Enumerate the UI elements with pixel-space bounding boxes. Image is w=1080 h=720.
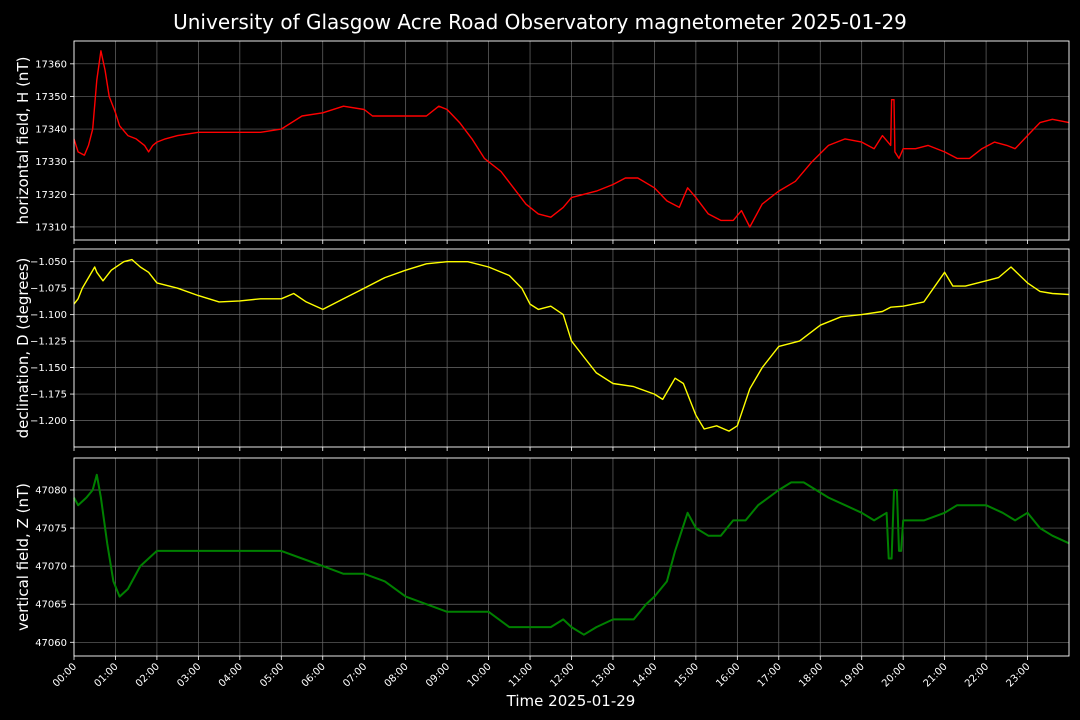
panel-2: −1.050 −1.075 −1.100 −1.125 −1.150 −1.175 −1.2… bbox=[14, 248, 1070, 451]
y-axis-label: declination, D (degrees) bbox=[14, 258, 32, 439]
y-tick-label: 47075 bbox=[35, 524, 67, 535]
panel-1: 17310 17320 17330 17340 17350 17360horizontal… bbox=[14, 40, 1070, 244]
y-axis-label: vertical field, Z (nT) bbox=[14, 483, 32, 631]
y-tick-label: −1.200 bbox=[30, 416, 67, 427]
y-tick-label: 47065 bbox=[35, 600, 67, 611]
y-tick-label: 17360 bbox=[35, 59, 67, 70]
y-tick-label: 17350 bbox=[35, 92, 67, 103]
y-axis-label: horizontal field, H (nT) bbox=[14, 57, 32, 225]
series-line bbox=[73, 50, 1070, 228]
y-tick-label: −1.050 bbox=[30, 257, 67, 268]
y-tick-label: −1.150 bbox=[30, 363, 67, 374]
y-tick-label: −1.125 bbox=[30, 337, 67, 348]
y-tick-label: 47080 bbox=[35, 485, 67, 496]
y-tick-label: 17340 bbox=[35, 125, 67, 136]
y-tick-label: 17320 bbox=[35, 190, 67, 201]
y-tick-label: 17310 bbox=[35, 222, 67, 233]
panels: 17310 17320 17330 17340 17350 17360horizontal… bbox=[14, 40, 1070, 690]
y-tick-label: −1.100 bbox=[30, 310, 67, 321]
y-tick-label: 17330 bbox=[35, 157, 67, 168]
y-tick-label: 47070 bbox=[35, 562, 67, 573]
plot-frame bbox=[73, 248, 1070, 448]
y-tick-label: −1.075 bbox=[30, 284, 67, 295]
series-line bbox=[73, 258, 1070, 432]
plot-frame bbox=[73, 457, 1070, 657]
plot-frame bbox=[73, 40, 1070, 241]
x-axis-label: Time 2025-01-29 bbox=[506, 692, 636, 710]
series-line bbox=[73, 473, 1070, 636]
y-tick-label: −1.175 bbox=[30, 390, 67, 401]
y-tick-label: 47060 bbox=[35, 638, 67, 649]
chart-title: University of Glasgow Acre Road Observat… bbox=[173, 10, 907, 34]
